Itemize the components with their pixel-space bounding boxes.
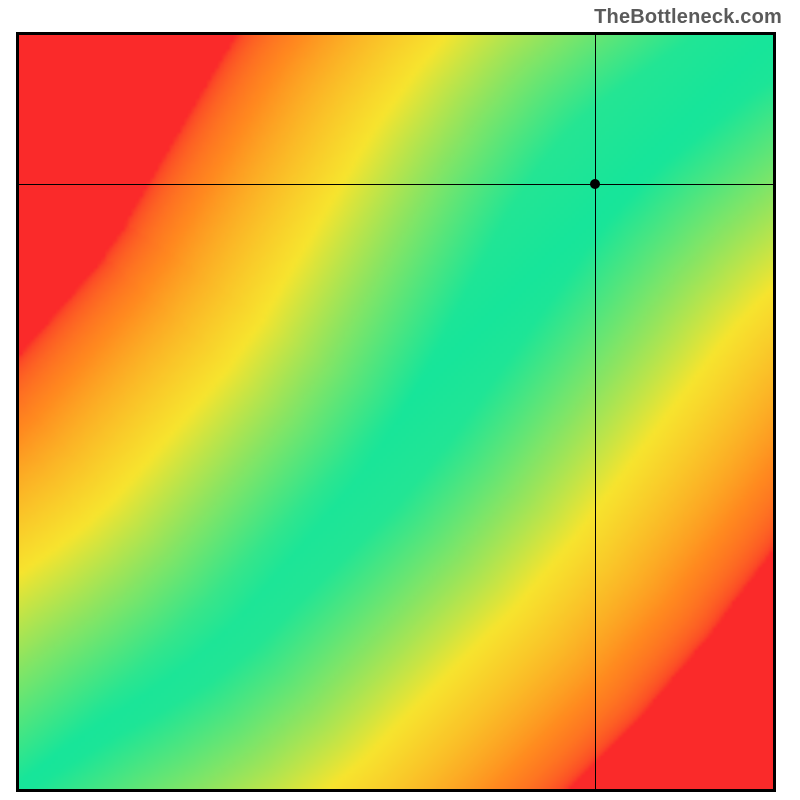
crosshair-vertical [595, 35, 596, 789]
figure-container: TheBottleneck.com [0, 0, 800, 800]
crosshair-marker [590, 179, 600, 189]
heatmap-canvas [19, 35, 773, 789]
watermark-text: TheBottleneck.com [594, 6, 782, 29]
plot-frame [16, 32, 776, 792]
crosshair-horizontal [19, 184, 773, 185]
